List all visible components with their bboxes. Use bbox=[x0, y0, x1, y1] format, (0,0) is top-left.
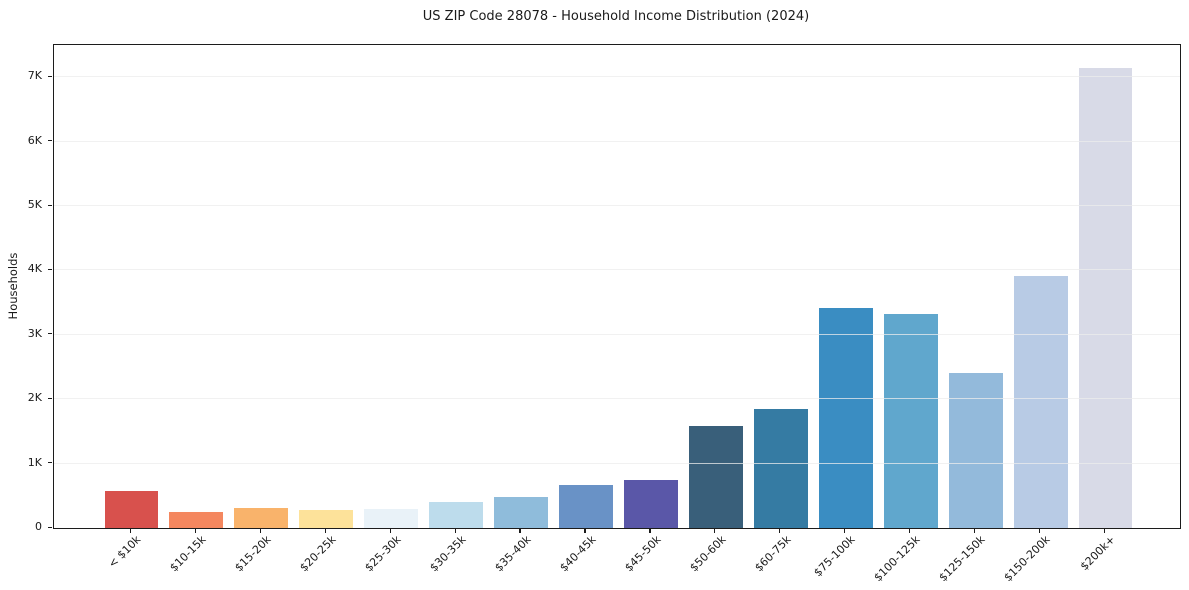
x-tick-mark bbox=[389, 528, 391, 533]
x-tick-mark bbox=[454, 528, 456, 533]
gridline-2000 bbox=[54, 398, 1180, 400]
x-tick-label: $30-35k bbox=[427, 533, 469, 575]
x-tick-mark bbox=[649, 528, 651, 533]
x-tick-mark bbox=[584, 528, 586, 533]
y-tick-label: 7K bbox=[27, 69, 42, 83]
bar-$125-150k bbox=[948, 372, 1003, 528]
gridline-1000 bbox=[54, 462, 1180, 464]
x-tick-mark bbox=[194, 528, 196, 533]
x-tick-mark bbox=[324, 528, 326, 533]
gridline-6000 bbox=[54, 140, 1180, 142]
bar-$25-30k bbox=[364, 509, 419, 528]
bar-$35-40k bbox=[494, 496, 549, 528]
y-tick-label: 4K bbox=[27, 262, 42, 276]
x-tick-mark bbox=[129, 528, 132, 533]
x-tick-label: $15-20k bbox=[232, 533, 274, 575]
y-tick-mark bbox=[48, 75, 52, 77]
x-tick-label: $40-45k bbox=[556, 533, 599, 575]
x-tick-label: $125-150k bbox=[936, 533, 988, 585]
y-axis-label: Households bbox=[6, 252, 20, 320]
bar-$20-25k bbox=[299, 509, 354, 528]
x-tick-mark bbox=[974, 528, 976, 533]
x-tick-label: $45-50k bbox=[621, 533, 664, 575]
plot-area bbox=[53, 44, 1181, 529]
x-tick-label: $25-30k bbox=[362, 533, 404, 575]
x-tick-mark bbox=[909, 528, 911, 533]
bar-$150-200k bbox=[1013, 276, 1068, 528]
x-tick-mark bbox=[779, 528, 781, 533]
bar-$60-75k bbox=[753, 408, 808, 528]
x-tick-label: $100-125k bbox=[871, 533, 923, 585]
y-tick-mark bbox=[48, 204, 52, 206]
bar-$200k+ bbox=[1078, 67, 1133, 528]
y-tick-label: 0 bbox=[35, 520, 42, 533]
y-tick-mark bbox=[48, 333, 52, 335]
x-tick-label: $200k+ bbox=[1077, 533, 1118, 574]
y-tick-mark bbox=[48, 462, 52, 464]
y-tick-mark bbox=[48, 268, 52, 271]
y-tick-mark bbox=[48, 140, 52, 142]
x-tick-label: $60-75k bbox=[751, 533, 794, 575]
x-tick-mark bbox=[1103, 528, 1106, 533]
x-tick-label: $35-40k bbox=[492, 533, 534, 575]
bar-$40-45k bbox=[559, 484, 613, 528]
bar-$50-60k bbox=[688, 425, 743, 528]
bar-$10-15k bbox=[169, 511, 224, 528]
y-tick-label: 2K bbox=[27, 391, 42, 405]
chart-title: US ZIP Code 28078 - Household Income Dis… bbox=[422, 9, 810, 24]
x-tick-label: $50-60k bbox=[686, 533, 729, 575]
x-tick-mark bbox=[519, 528, 521, 533]
x-tick-mark bbox=[259, 528, 261, 533]
y-tick-mark bbox=[48, 397, 52, 399]
y-tick-label: 6K bbox=[27, 133, 42, 147]
gridline-3000 bbox=[54, 333, 1180, 335]
x-tick-mark bbox=[714, 528, 716, 533]
x-tick-label: $150-200k bbox=[1001, 533, 1053, 585]
bar-< $10k bbox=[104, 491, 159, 528]
bar-$15-20k bbox=[234, 508, 289, 528]
x-tick-label: $75-100k bbox=[811, 533, 858, 580]
x-tick-label: $20-25k bbox=[297, 533, 339, 575]
y-tick-label: 1K bbox=[27, 455, 42, 469]
gridline-4000 bbox=[54, 269, 1180, 271]
x-tick-mark bbox=[844, 528, 846, 533]
gridline-7000 bbox=[54, 76, 1180, 78]
bar-$75-100k bbox=[818, 307, 873, 528]
y-tick-label: 3K bbox=[27, 326, 42, 340]
x-tick-label: < $10k bbox=[106, 533, 144, 571]
bar-$30-35k bbox=[429, 501, 484, 528]
y-tick-mark bbox=[48, 526, 52, 528]
x-tick-label: $10-15k bbox=[167, 533, 209, 575]
bar-$100-125k bbox=[883, 313, 938, 528]
gridline-5000 bbox=[54, 205, 1180, 206]
x-tick-mark bbox=[1038, 528, 1041, 533]
y-tick-label: 5K bbox=[27, 198, 42, 211]
bar-$45-50k bbox=[624, 479, 678, 528]
